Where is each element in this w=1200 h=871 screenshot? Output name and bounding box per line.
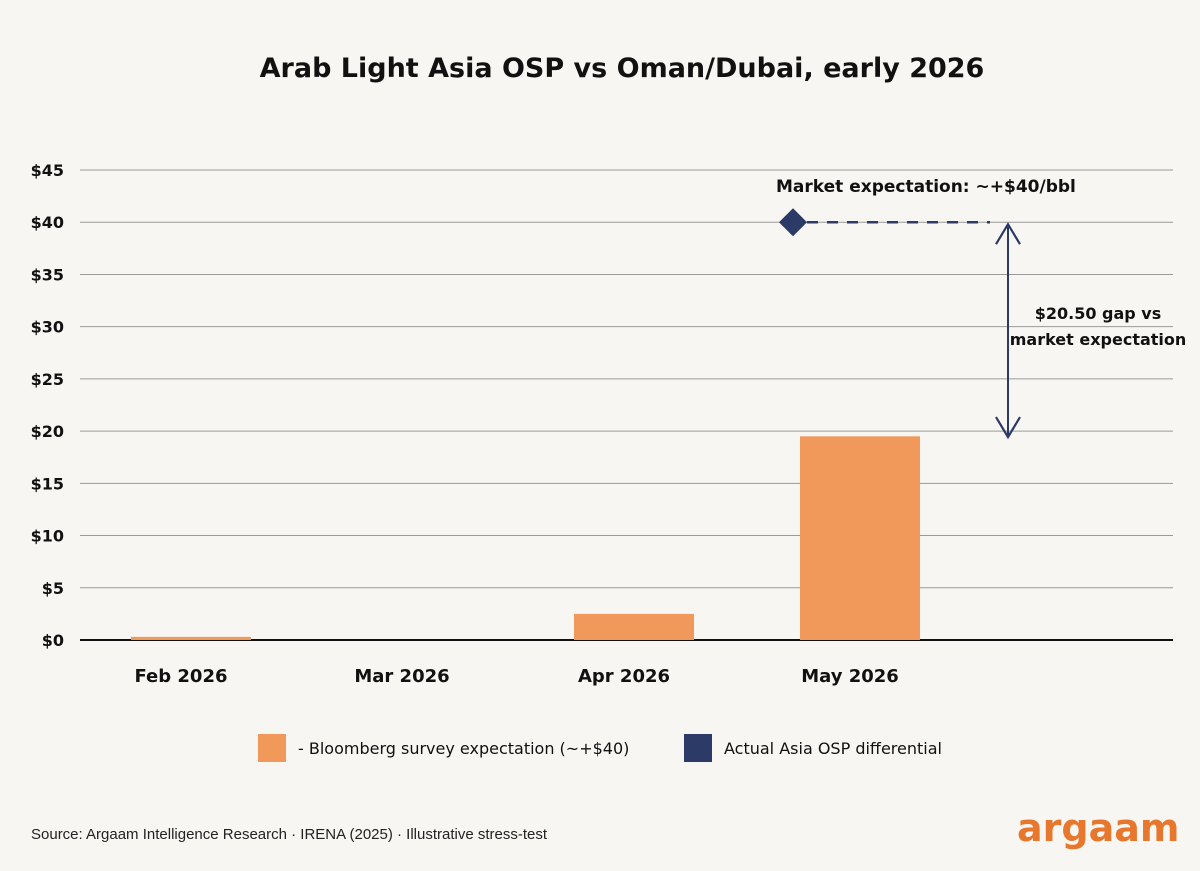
legend-item-actual: Actual Asia OSP differential: [684, 734, 942, 762]
legend-label-actual: Actual Asia OSP differential: [724, 738, 942, 758]
grid-lines: [80, 169, 1173, 641]
y-tick-label: $15: [31, 474, 64, 493]
legend-swatch-navy: [684, 734, 712, 762]
bar: [574, 613, 694, 640]
y-axis-tick-labels: $0 $5 $10 $15 $20 $25 $30 $35 $40 $45: [31, 161, 64, 650]
gap-arrow-head-down: [995, 416, 1021, 440]
y-tick-label: $0: [42, 631, 64, 650]
argaam-logo: argaam: [1017, 806, 1180, 850]
market-expectation-label: Market expectation: ~+$40/bbl: [776, 177, 1076, 197]
y-tick-label: $20: [31, 422, 64, 441]
gap-label-line1: $20.50 gap vs: [1035, 304, 1162, 323]
x-axis-tick-labels: Feb 2026 Mar 2026 Apr 2026 May 2026: [134, 666, 898, 687]
y-tick-label: $35: [31, 265, 64, 284]
y-tick-label: $40: [31, 213, 64, 232]
legend-item-bloomberg: - Bloomberg survey expectation (~+$40): [258, 734, 629, 762]
x-tick-label: Mar 2026: [354, 666, 449, 687]
y-tick-label: $30: [31, 318, 64, 337]
chart-title: Arab Light Asia OSP vs Oman/Dubai, early…: [260, 53, 985, 84]
x-tick-label: May 2026: [801, 666, 899, 687]
gap-arrow-head-up: [995, 222, 1021, 245]
y-tick-label: $25: [31, 370, 64, 389]
source-note: Source: Argaam Intelligence Research · I…: [31, 826, 548, 843]
gap-label-line2: market expectation: [1010, 330, 1187, 349]
y-tick-label: $5: [42, 579, 64, 598]
annotations: Market expectation: ~+$40/bbl $20.50 gap…: [776, 177, 1187, 440]
actual-osp-marker: [779, 208, 807, 237]
bar: [131, 636, 251, 640]
y-tick-label: $45: [31, 161, 64, 180]
x-tick-label: Feb 2026: [134, 666, 227, 687]
legend-label-bloomberg: - Bloomberg survey expectation (~+$40): [298, 738, 630, 758]
bars: [131, 436, 920, 640]
legend-swatch-orange: [258, 734, 286, 762]
x-tick-label: Apr 2026: [578, 666, 670, 687]
y-tick-label: $10: [31, 527, 64, 546]
bar: [800, 436, 920, 640]
